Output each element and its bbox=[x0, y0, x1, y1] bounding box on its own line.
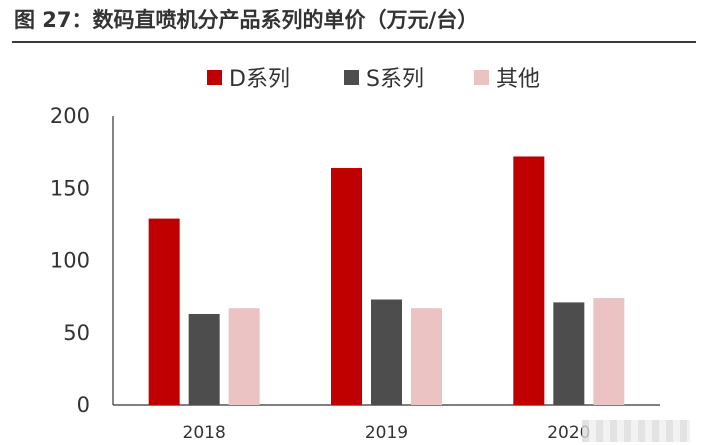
bar-2018-series-3 bbox=[228, 308, 260, 405]
x-tick-label: 2019 bbox=[365, 423, 408, 443]
chart-legend: D系列 S系列 其他 bbox=[207, 67, 540, 92]
x-tick-label: 2018 bbox=[183, 423, 226, 443]
bar-2018-series-2 bbox=[188, 313, 220, 405]
x-tick-label: 2020 bbox=[547, 423, 590, 443]
y-tick-label: 50 bbox=[63, 321, 90, 345]
bar-2019-series-1 bbox=[331, 168, 362, 405]
title-divider bbox=[12, 41, 696, 43]
bar-2019-series-3 bbox=[411, 308, 442, 405]
legend-swatch bbox=[344, 70, 359, 85]
x-axis-ticks: 2018 2019 2020 bbox=[183, 423, 591, 443]
bar-2020-series-2 bbox=[553, 302, 585, 405]
bar-2020-series-3 bbox=[593, 298, 625, 405]
bar-2019-series-2 bbox=[371, 299, 402, 405]
legend-label: S系列 bbox=[366, 67, 424, 92]
y-tick-label: 100 bbox=[50, 249, 90, 273]
y-tick-label: 0 bbox=[77, 393, 90, 417]
legend-swatch bbox=[207, 70, 222, 85]
y-tick-label: 200 bbox=[50, 104, 90, 128]
bar-2018-series-1 bbox=[148, 218, 180, 405]
legend-label: D系列 bbox=[229, 67, 290, 92]
chart-bars bbox=[148, 156, 625, 405]
legend-label: 其他 bbox=[496, 67, 540, 92]
watermark-blur bbox=[582, 420, 690, 442]
page-title: 图 27：数码直喷机分产品系列的单价（万元/台） bbox=[14, 8, 479, 32]
y-tick-label: 150 bbox=[50, 176, 90, 200]
bar-2020-series-1 bbox=[513, 156, 545, 405]
y-axis-ticks: 0 50 100 150 200 bbox=[50, 104, 90, 417]
legend-swatch bbox=[474, 70, 489, 85]
